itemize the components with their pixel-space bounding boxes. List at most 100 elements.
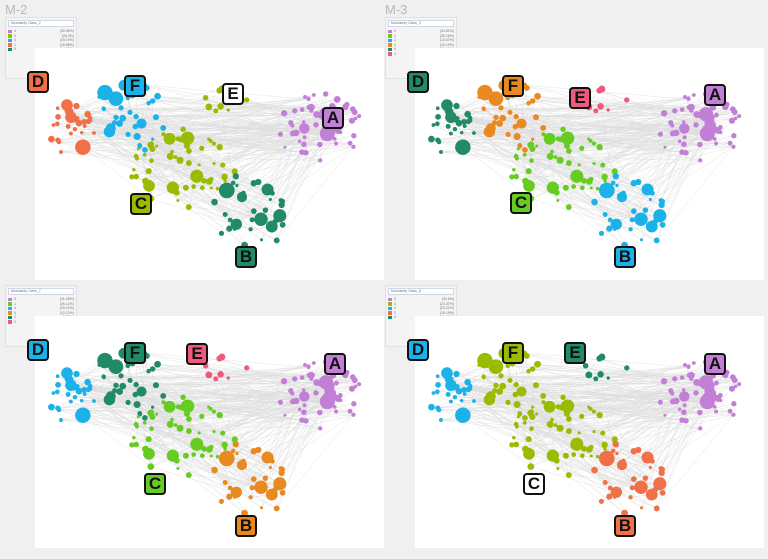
graph-node: [598, 450, 615, 467]
partition-select[interactable]: Modularity Class_2: [8, 20, 74, 27]
graph-node: [653, 237, 660, 244]
graph-node: [147, 409, 154, 417]
graph-node: [616, 191, 628, 203]
graph-node: [513, 133, 521, 141]
legend-entry: 0 (30.6%): [386, 297, 456, 302]
graph-node: [642, 207, 649, 213]
graph-node: [313, 379, 321, 386]
graph-edge: [135, 355, 153, 418]
graph-node: [455, 119, 463, 127]
graph-canvas[interactable]: [415, 316, 764, 548]
graph-node: [199, 413, 205, 419]
graph-node: [119, 382, 127, 390]
graph-node: [565, 204, 572, 211]
graph-edge: [609, 383, 701, 497]
graph-edge: [525, 180, 617, 225]
graph-node: [232, 441, 239, 448]
graph-node: [226, 376, 230, 380]
legend-swatch: [8, 29, 12, 33]
graph-node: [205, 103, 213, 111]
legend-swatch: [388, 29, 392, 33]
graph-node: [459, 398, 464, 403]
graph-node: [133, 173, 140, 180]
graph-node: [75, 387, 83, 395]
graph-node: [728, 385, 736, 392]
graph-edge: [187, 137, 226, 182]
graph-node: [132, 168, 136, 172]
graph-canvas[interactable]: [35, 48, 384, 280]
graph-node: [505, 363, 511, 369]
graph-node: [329, 382, 335, 389]
graph-edge: [276, 146, 354, 241]
cluster-label-e: E: [186, 343, 208, 365]
graph-edge: [177, 99, 309, 201]
graph-node: [149, 366, 156, 372]
graph-node: [119, 114, 127, 122]
graph-node: [118, 105, 124, 111]
legend-class: 0: [394, 297, 396, 302]
graph-node: [173, 457, 180, 464]
graph-node: [639, 238, 644, 242]
graph-edge: [219, 415, 235, 440]
graph-edge: [115, 98, 164, 129]
panel-title: M-2: [5, 2, 28, 17]
partition-select[interactable]: Modularity Class_7: [8, 288, 74, 295]
graph-node: [556, 198, 560, 202]
graph-node: [67, 110, 72, 115]
graph-node: [553, 155, 558, 160]
graph-edge: [483, 374, 601, 378]
graph-node: [659, 221, 666, 228]
graph-node: [152, 114, 160, 121]
graph-node: [693, 390, 699, 396]
graph-node: [259, 506, 264, 510]
graph-node: [268, 197, 272, 201]
graph-node: [212, 430, 216, 434]
graph-edge: [82, 147, 151, 199]
graph-node: [73, 370, 80, 378]
graph-node: [543, 400, 556, 413]
graph-node: [435, 106, 440, 111]
graph-node: [351, 412, 356, 417]
graph-node: [553, 189, 560, 196]
partition-select[interactable]: Modularity Class_3: [388, 20, 454, 27]
graph-node: [593, 108, 599, 114]
graph-node: [445, 379, 457, 392]
graph-node: [687, 103, 695, 111]
graph-node: [682, 403, 687, 408]
legend-swatch: [388, 34, 392, 38]
graph-canvas[interactable]: [35, 316, 384, 548]
graph-node: [566, 416, 572, 422]
graph-edge: [135, 87, 215, 144]
graph-edge: [135, 97, 206, 127]
graph-node: [215, 187, 220, 191]
graph-edge: [507, 97, 517, 117]
graph-node: [529, 426, 534, 431]
graph-node: [525, 436, 532, 443]
graph-edge: [122, 385, 283, 494]
graph-node: [653, 477, 667, 491]
graph-node: [180, 131, 195, 145]
graph-edge: [93, 400, 235, 498]
graph-edge: [494, 99, 689, 123]
graph-node: [679, 107, 685, 112]
graph-node: [438, 150, 443, 154]
graph-node: [534, 92, 541, 100]
graph-edge: [260, 375, 334, 488]
graph-edge: [228, 99, 309, 111]
graph-node: [595, 187, 600, 191]
graph-node: [311, 93, 316, 97]
graph-edge: [641, 99, 689, 240]
graph-node: [176, 424, 184, 432]
graph-node: [639, 506, 644, 510]
graph-node: [133, 153, 139, 159]
graph-node: [136, 147, 140, 151]
graph-node: [333, 95, 341, 103]
partition-select[interactable]: Modularity Class_8: [388, 288, 454, 295]
graph-node: [180, 399, 195, 413]
graph-node: [579, 413, 585, 419]
graph-node: [143, 448, 155, 460]
graph-node: [211, 141, 217, 146]
graph-node: [79, 398, 84, 403]
graph-canvas[interactable]: [415, 48, 764, 280]
graph-node: [532, 114, 540, 121]
